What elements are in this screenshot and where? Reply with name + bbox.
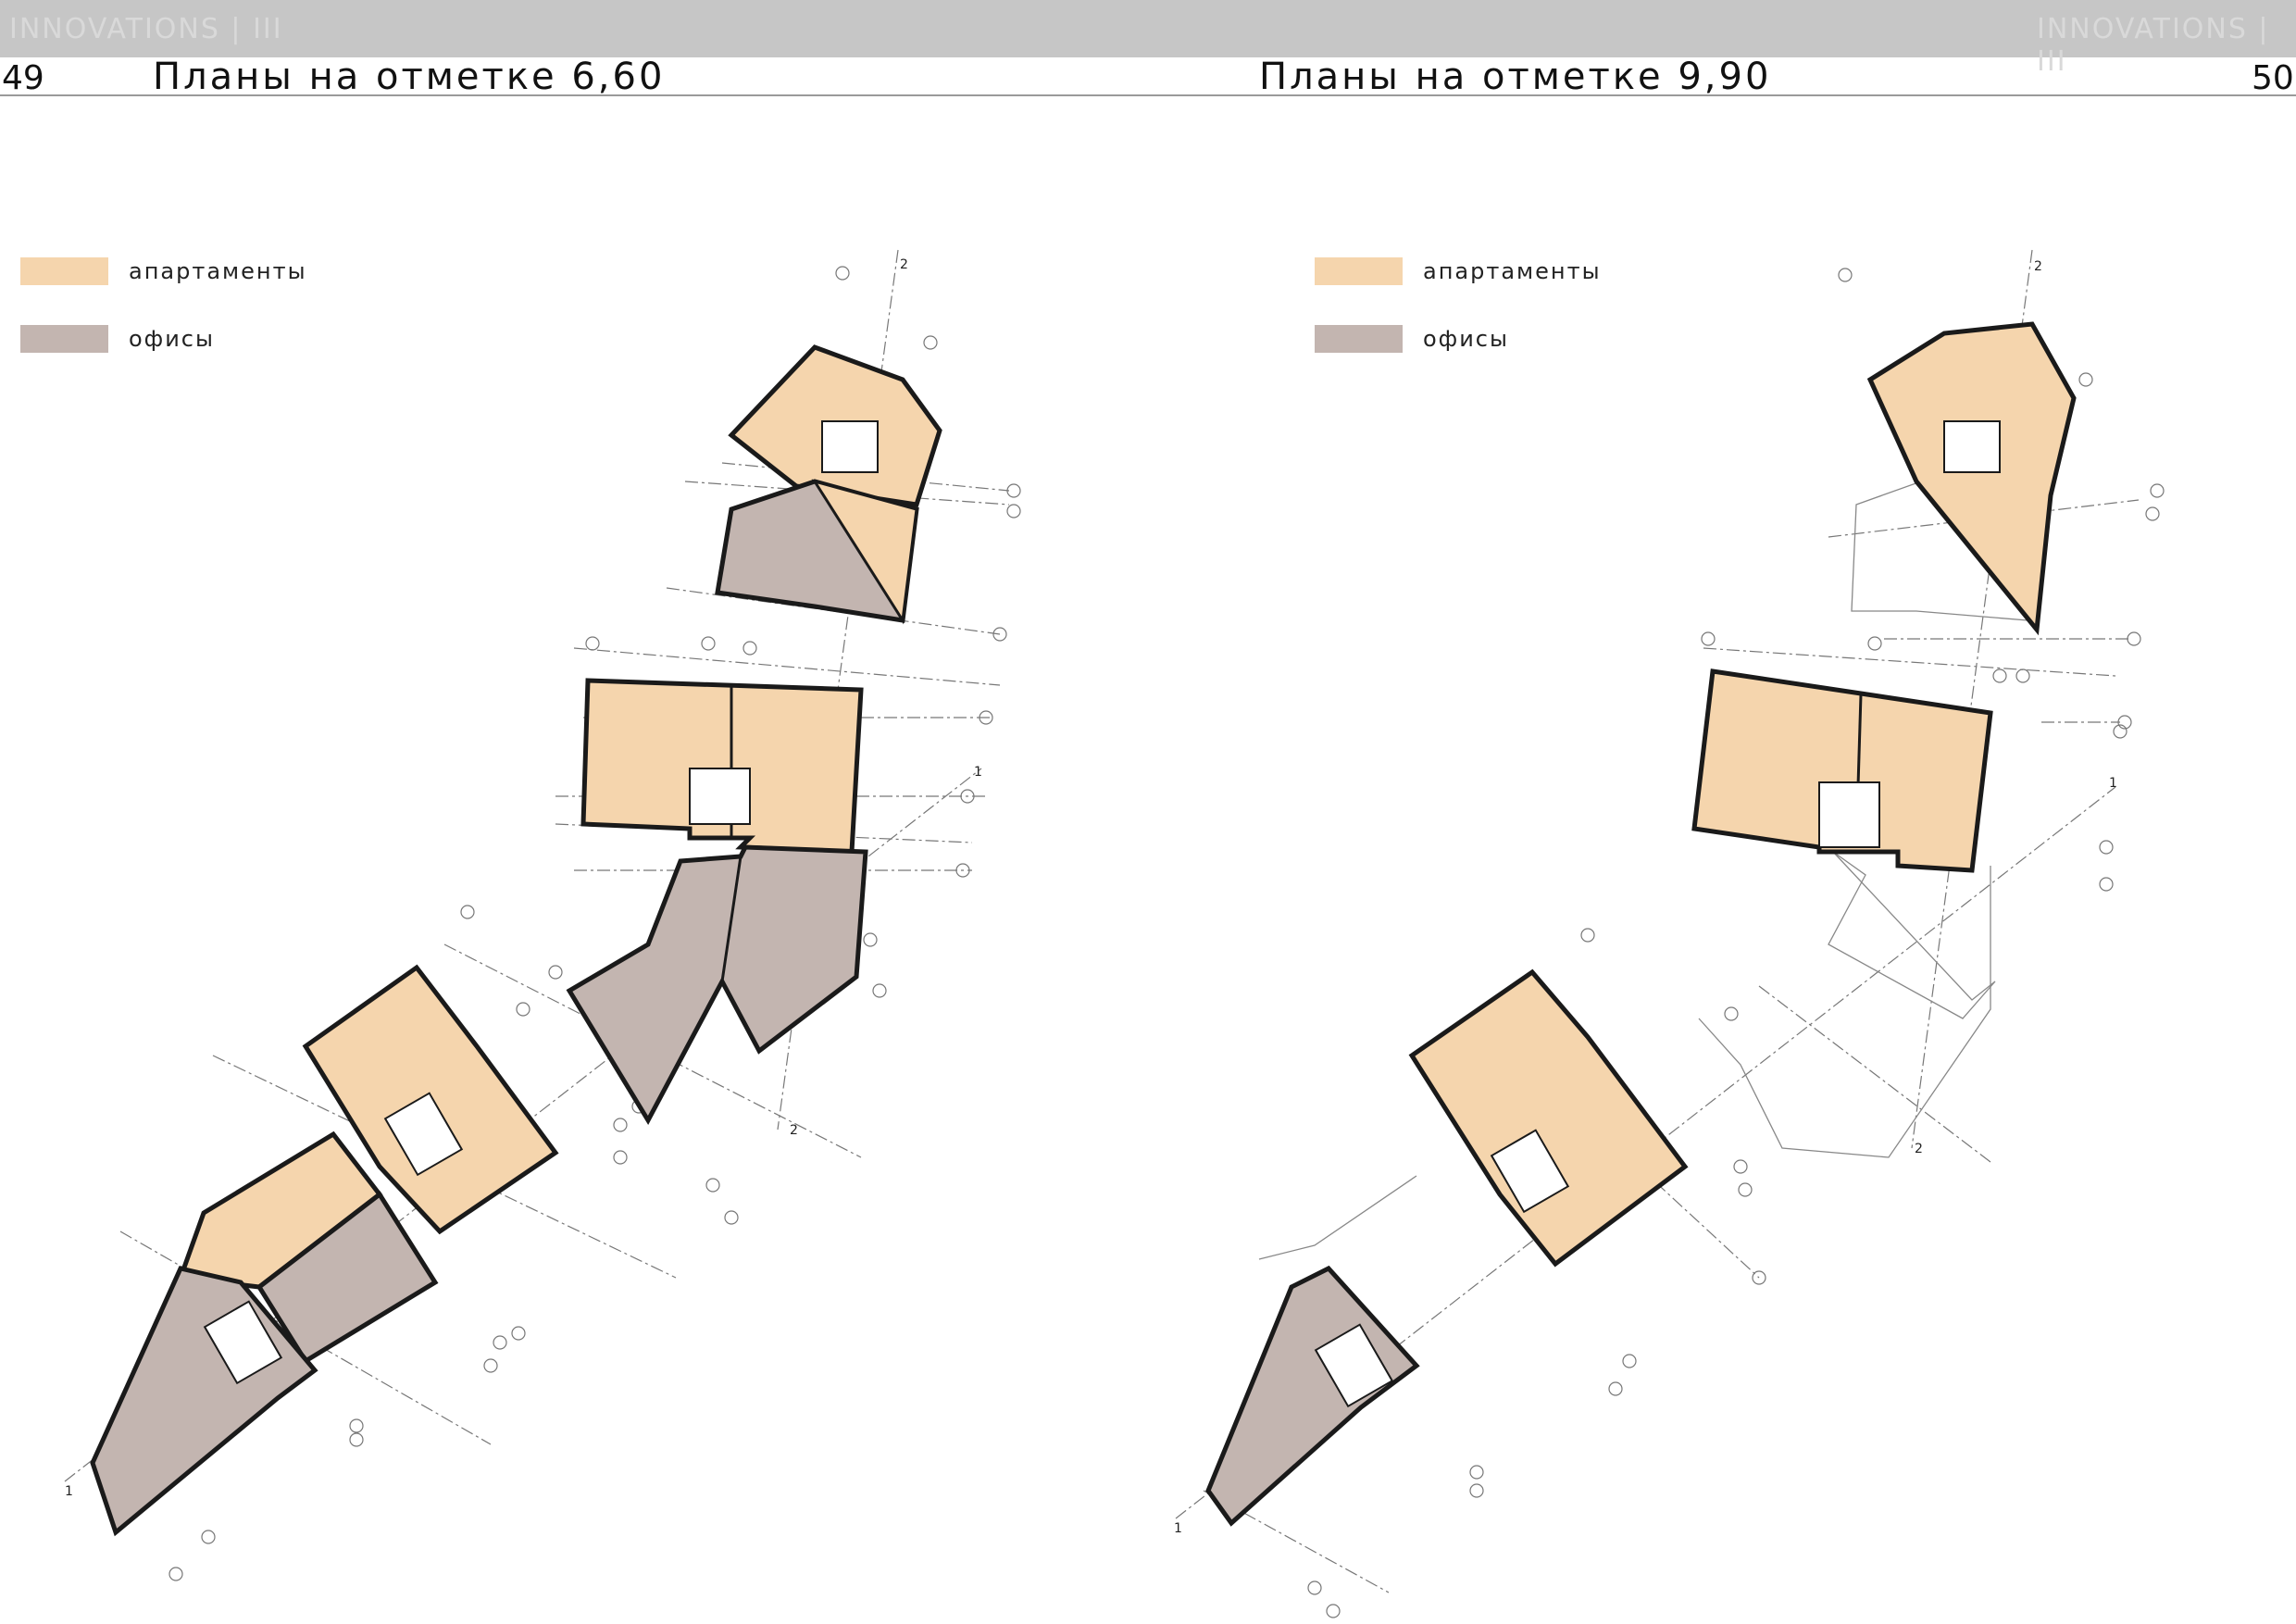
left-watermark: INNOVATIONS | III <box>9 13 283 45</box>
stair-core-north <box>821 420 879 473</box>
legend-apartments-label: апартаменты <box>129 258 307 284</box>
offices-swatch <box>1315 325 1403 353</box>
apartments-swatch <box>1315 257 1403 285</box>
office-block-middle <box>566 844 868 1126</box>
section-marker-1: 1 <box>65 1484 73 1499</box>
stair-core-southwest <box>383 1092 464 1177</box>
stair-core-north <box>1943 420 2001 473</box>
left-page-number: 49 <box>2 59 44 97</box>
axis-bubbles <box>1307 268 2165 1618</box>
office-block-southwest <box>1205 1265 1420 1527</box>
offices-swatch <box>20 325 108 353</box>
section-marker-2: 2 <box>1915 1142 1923 1156</box>
stair-core-southwest <box>1490 1129 1570 1214</box>
legend-apartments-left: апартаменты <box>20 257 307 285</box>
section-marker-2: 2 <box>2034 259 2042 274</box>
section-marker-1: 1 <box>974 765 982 780</box>
section-marker-1: 1 <box>1174 1521 1182 1536</box>
stair-core-middle <box>1818 781 1880 848</box>
lower-floor-outline <box>1258 481 2029 1260</box>
right-watermark: INNOVATIONS | III <box>2037 13 2270 78</box>
header-rule <box>0 94 2296 96</box>
plan-level-9-90: 2 2 1 1 <box>1174 249 2165 1618</box>
legend-offices-label: офисы <box>1423 326 1509 352</box>
section-marker-2: 2 <box>790 1123 798 1138</box>
legend-offices-right: офисы <box>1315 325 1509 353</box>
left-page-title: Планы на отметке 6,60 <box>153 56 666 98</box>
legend-apartments-label: апартаменты <box>1423 258 1602 284</box>
office-block-west <box>256 1191 439 1365</box>
section-marker-1: 1 <box>2109 776 2117 791</box>
right-page-title: Планы на отметке 9,90 <box>1259 56 1772 98</box>
stair-core-middle <box>689 768 751 825</box>
legend-offices-label: офисы <box>129 326 215 352</box>
apartment-block-southwest <box>1408 968 1689 1268</box>
apartment-block-middle <box>580 678 864 855</box>
header-band <box>0 0 2296 57</box>
stair-core-west <box>1314 1323 1394 1408</box>
legend-apartments-right: апартаменты <box>1315 257 1602 285</box>
section-marker-2: 2 <box>900 257 908 272</box>
partition-wall <box>720 856 742 982</box>
stair-core-west <box>203 1300 283 1385</box>
right-page-number: 50 <box>2252 59 2294 97</box>
apartments-swatch <box>20 257 108 285</box>
apartment-block-north <box>1866 321 2077 636</box>
legend-offices-left: офисы <box>20 325 215 353</box>
plan-level-6-60: 2 2 1 1 <box>64 249 1021 1581</box>
apartment-wedge-north <box>811 479 918 625</box>
apartment-block-middle <box>1691 668 1993 873</box>
